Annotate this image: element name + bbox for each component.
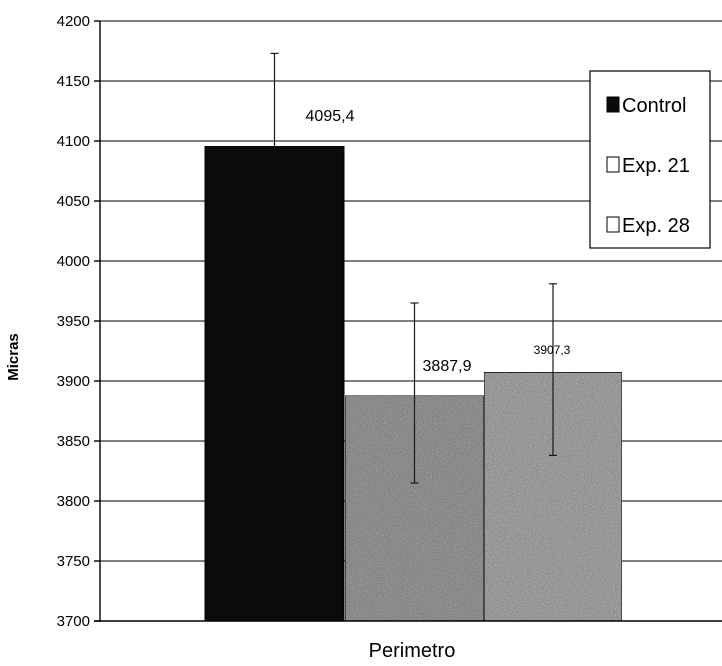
data-label-control: 4095,4 — [306, 108, 355, 125]
y-tick-label: 3900 — [57, 373, 90, 390]
data-labels: 4095,4 3887,9 3907,3 — [306, 108, 571, 375]
grid-lines — [100, 20, 722, 562]
legend-swatch-control — [606, 96, 620, 113]
y-tick-label: 4000 — [57, 253, 90, 270]
legend-swatch-exp-21 — [606, 156, 620, 173]
legend-label-exp-21: Exp. 21 — [622, 155, 690, 177]
bar-control — [204, 146, 345, 622]
legend-label-exp-28: Exp. 28 — [622, 215, 690, 237]
x-axis-title: Perimetro — [369, 640, 456, 662]
error-bars — [270, 52, 557, 484]
y-tick-label: 3950 — [57, 313, 90, 330]
y-tick-label: 3750 — [57, 553, 90, 570]
legend-swatch-exp-28 — [606, 216, 620, 233]
y-tick-label: 4200 — [57, 13, 90, 30]
y-tick-label: 4100 — [57, 133, 90, 150]
y-tick-label: 3800 — [57, 493, 90, 510]
y-tick-label: 4050 — [57, 193, 90, 210]
legend: Control Exp. 21 Exp. 28 — [589, 70, 711, 249]
y-tick-label: 4150 — [57, 73, 90, 90]
legend-label-control: Control — [622, 95, 686, 117]
data-label-exp-21: 3887,9 — [423, 358, 472, 375]
y-tick-label: 3700 — [57, 613, 90, 630]
y-axis-title: Micras — [5, 333, 22, 381]
data-label-exp-28: 3907,3 — [534, 343, 571, 357]
axes: 3700 3750 3800 3850 3900 3950 4000 4050 4100 4150… — [57, 13, 722, 630]
bars — [204, 146, 623, 622]
y-tick-label: 3850 — [57, 433, 90, 450]
